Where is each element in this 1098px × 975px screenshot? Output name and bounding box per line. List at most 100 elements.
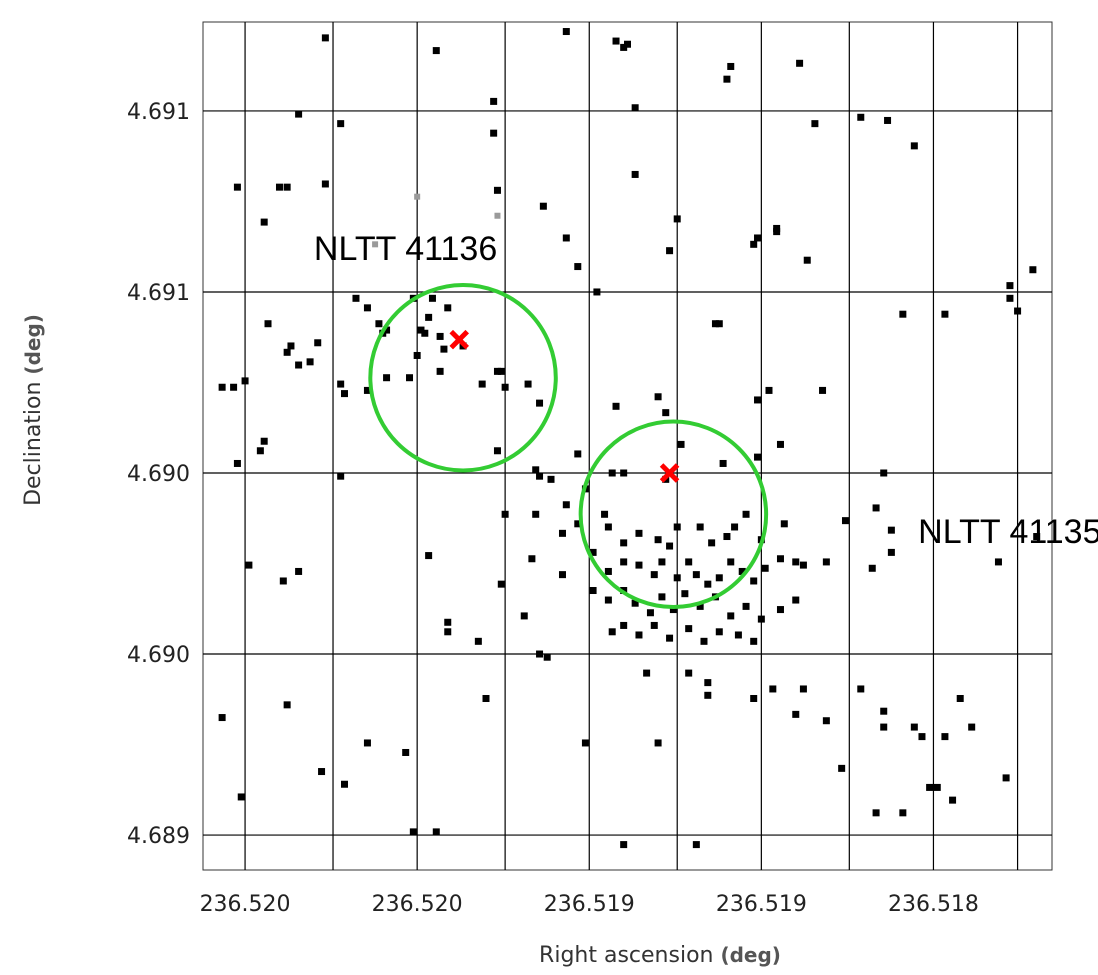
star-point-53	[436, 332, 444, 340]
star-point-158	[650, 621, 658, 629]
star-point-24	[493, 186, 501, 194]
star-point-151	[727, 612, 735, 620]
star-point-187	[880, 723, 888, 731]
star-point-154	[776, 606, 784, 614]
star-point-215	[838, 764, 846, 772]
star-point-20	[275, 183, 283, 191]
star-point-138	[738, 567, 746, 575]
star-point-178	[608, 628, 616, 636]
star-point-106	[532, 510, 540, 518]
star-point-210	[872, 809, 880, 817]
star-point-42	[425, 313, 433, 321]
target-circle-0	[368, 282, 558, 473]
star-point-35	[1006, 282, 1014, 290]
star-point-172	[425, 552, 433, 560]
x-tick-label-2: 236.520	[372, 892, 463, 917]
star-point-46	[375, 320, 383, 328]
x-tick-label-8: 236.518	[888, 892, 979, 917]
star-point-128	[620, 558, 628, 566]
star-point-14	[796, 59, 804, 67]
annotation-0: NLTT 41136	[314, 230, 497, 268]
star-point-163	[734, 631, 742, 639]
star-point-56	[295, 361, 303, 369]
star-point-137	[727, 558, 735, 566]
star-point-93	[536, 472, 544, 480]
faint-point-2	[494, 212, 501, 219]
star-point-113	[635, 529, 643, 537]
star-point-123	[776, 555, 784, 563]
star-point-65	[306, 358, 314, 366]
star-point-162	[715, 628, 723, 636]
star-point-81	[593, 288, 601, 296]
star-point-109	[574, 520, 582, 528]
star-point-100	[754, 453, 762, 461]
star-point-169	[295, 567, 303, 575]
faint-point-0	[372, 241, 379, 248]
star-point-102	[776, 440, 784, 448]
star-point-107	[562, 501, 570, 509]
star-point-37	[574, 263, 582, 271]
star-point-112	[620, 539, 628, 547]
star-point-207	[432, 828, 440, 836]
star-point-204	[318, 768, 326, 776]
y-axis-title: Declination (deg)	[21, 314, 46, 506]
star-point-127	[604, 567, 612, 575]
star-point-159	[666, 634, 674, 642]
star-point-153	[757, 615, 765, 623]
star-point-1	[337, 120, 345, 128]
y-tick-label-0: 4.689	[127, 824, 190, 849]
star-point-31	[666, 247, 674, 255]
y-axis-unit: (deg)	[21, 314, 45, 374]
star-point-15	[811, 120, 819, 128]
star-point-188	[910, 723, 918, 731]
star-point-41	[352, 294, 360, 302]
star-point-2	[295, 110, 303, 118]
star-point-49	[440, 345, 448, 353]
star-point-142	[604, 596, 612, 604]
star-point-66	[478, 380, 486, 388]
star-point-192	[283, 701, 291, 709]
star-point-10	[624, 40, 631, 48]
star-point-73	[754, 396, 762, 404]
star-point-202	[941, 733, 949, 741]
x-tick-label-0: 236.520	[200, 892, 291, 917]
star-point-61	[264, 320, 272, 328]
star-point-12	[727, 62, 735, 70]
star-point-78	[341, 390, 348, 398]
star-point-141	[589, 587, 597, 595]
star-point-157	[635, 631, 643, 639]
annotations: NLTT 41136 NLTT 41135	[314, 230, 1098, 551]
star-point-119	[723, 533, 731, 541]
star-point-50	[493, 367, 501, 375]
star-point-76	[241, 377, 249, 385]
star-point-186	[880, 707, 888, 715]
star-point-224	[887, 526, 895, 534]
star-point-71	[662, 409, 670, 417]
star-point-166	[528, 555, 536, 563]
star-point-167	[520, 612, 528, 620]
star-point-21	[260, 218, 268, 226]
star-point-189	[956, 694, 964, 702]
star-point-8	[631, 104, 639, 112]
star-point-54	[314, 339, 322, 347]
star-point-110	[601, 510, 609, 518]
star-point-223	[822, 558, 830, 566]
star-point-91	[532, 466, 540, 474]
star-point-64	[337, 380, 345, 388]
star-point-191	[218, 714, 226, 722]
star-point-30	[750, 240, 758, 248]
star-point-51	[497, 367, 505, 375]
star-point-85	[1014, 307, 1022, 315]
star-point-4	[490, 97, 498, 105]
star-point-88	[256, 447, 264, 455]
star-point-176	[543, 653, 551, 661]
star-point-146	[658, 593, 666, 601]
star-point-104	[880, 469, 888, 477]
star-point-60	[501, 383, 509, 391]
star-point-18	[884, 116, 892, 124]
star-point-209	[692, 841, 700, 849]
star-point-155	[792, 596, 800, 604]
star-point-182	[704, 691, 712, 699]
star-point-216	[949, 796, 957, 804]
